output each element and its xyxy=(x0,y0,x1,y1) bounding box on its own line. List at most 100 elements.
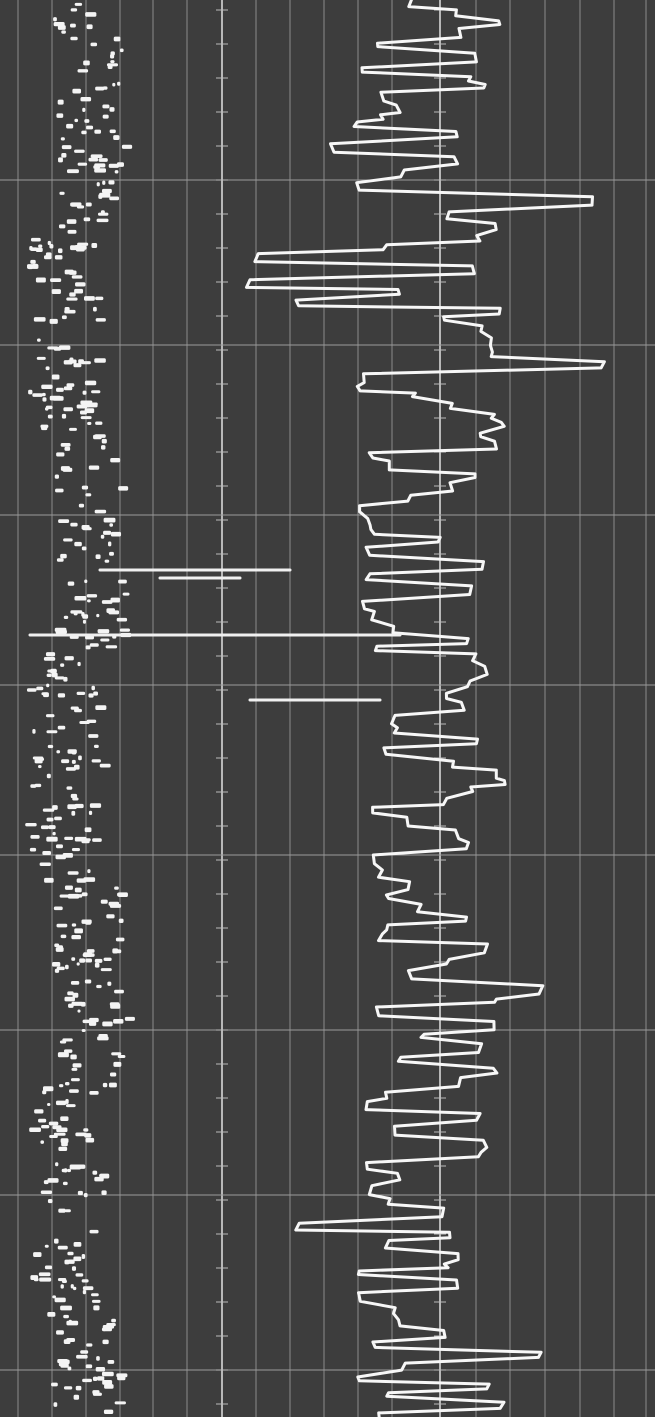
dot-mark xyxy=(73,1394,80,1400)
dot-mark xyxy=(91,402,98,406)
dot-mark xyxy=(97,212,109,216)
dot-mark xyxy=(91,1299,101,1303)
dot-mark xyxy=(121,144,133,149)
dot-mark xyxy=(97,629,110,634)
dot-mark xyxy=(82,953,95,957)
dot-mark xyxy=(71,847,80,852)
dot-mark xyxy=(46,730,58,734)
dot-mark xyxy=(116,617,128,622)
dot-mark xyxy=(47,346,59,350)
dot-mark xyxy=(32,263,38,269)
dot-mark xyxy=(61,30,66,34)
signal-path xyxy=(245,0,606,1417)
dot-mark xyxy=(71,751,77,755)
dot-mark xyxy=(108,180,115,185)
dot-mark xyxy=(114,1401,126,1405)
dot-mark xyxy=(60,1284,64,1289)
dot-mark xyxy=(64,1082,70,1086)
dot-mark xyxy=(94,958,103,963)
dot-mark xyxy=(75,1132,87,1137)
dot-mark xyxy=(74,708,82,713)
dot-mark xyxy=(63,1386,73,1390)
dot-mark xyxy=(101,188,112,194)
dot-mark xyxy=(58,1146,68,1152)
dot-mark xyxy=(47,744,54,749)
dot-mark xyxy=(81,612,85,617)
dot-mark xyxy=(47,1178,59,1183)
dot-mark xyxy=(96,1356,100,1361)
dot-mark xyxy=(82,1378,92,1383)
dot-mark xyxy=(69,292,76,297)
dot-mark xyxy=(58,1084,64,1088)
dot-mark xyxy=(64,996,75,1002)
dot-mark xyxy=(69,427,77,431)
dot-mark xyxy=(40,825,49,830)
dot-mark xyxy=(70,1054,77,1060)
dot-mark xyxy=(88,1021,97,1026)
dot-mark xyxy=(100,968,112,972)
dot-mark xyxy=(63,1314,69,1319)
dot-mark xyxy=(109,129,116,134)
dot-mark xyxy=(93,691,99,696)
dot-mark xyxy=(88,157,99,162)
dot-mark xyxy=(55,488,64,493)
dot-mark xyxy=(71,1266,77,1271)
dot-mark xyxy=(45,407,49,411)
dot-mark xyxy=(86,594,98,598)
dot-mark xyxy=(32,393,43,397)
dot-mark xyxy=(61,1141,68,1147)
dot-mark xyxy=(45,366,50,371)
dot-mark xyxy=(55,1162,59,1167)
dot-mark xyxy=(118,579,127,584)
dot-mark xyxy=(30,259,36,264)
dot-mark xyxy=(30,237,41,242)
dot-mark xyxy=(54,676,65,680)
dot-mark xyxy=(76,404,88,409)
dot-mark xyxy=(40,424,49,428)
dot-mark xyxy=(69,357,74,362)
dot-mark xyxy=(34,783,42,788)
dot-mark xyxy=(46,773,51,779)
dot-mark xyxy=(77,661,81,667)
dot-mark xyxy=(36,356,46,360)
dot-mark xyxy=(90,42,98,47)
dot-mark xyxy=(71,759,76,764)
dot-mark xyxy=(85,202,92,207)
dot-mark xyxy=(103,957,112,961)
dot-mark xyxy=(88,693,94,698)
dot-mark xyxy=(106,1323,116,1327)
dot-mark xyxy=(83,1128,89,1132)
dot-mark xyxy=(102,86,108,90)
dot-mark xyxy=(64,1209,71,1213)
dot-mark xyxy=(110,597,120,603)
dot-mark xyxy=(55,1100,67,1106)
dot-mark xyxy=(101,600,113,604)
dot-mark xyxy=(73,1242,82,1247)
dot-mark xyxy=(105,645,118,649)
dot-mark xyxy=(44,877,54,883)
dot-mark xyxy=(81,1028,86,1032)
dot-mark xyxy=(103,530,112,535)
dot-mark xyxy=(57,1245,68,1250)
dot-mark xyxy=(50,278,62,283)
dot-mark xyxy=(93,744,99,748)
dot-mark xyxy=(99,763,111,768)
dot-mark xyxy=(117,1054,126,1059)
dot-mark xyxy=(54,474,59,479)
dot-mark xyxy=(116,162,124,167)
dot-mark xyxy=(38,1118,47,1123)
dot-mark xyxy=(90,154,103,158)
dot-mark xyxy=(38,1272,51,1277)
dot-mark xyxy=(114,886,119,890)
dot-mark xyxy=(96,613,100,618)
dot-mark xyxy=(34,758,43,764)
dot-mark xyxy=(107,1360,115,1364)
dot-mark xyxy=(92,1390,100,1395)
dot-mark xyxy=(70,202,82,207)
dot-mark xyxy=(51,672,58,678)
dot-mark xyxy=(72,1063,82,1068)
dot-mark xyxy=(80,96,92,102)
dot-mark xyxy=(58,1208,66,1213)
dot-mark xyxy=(87,869,91,874)
